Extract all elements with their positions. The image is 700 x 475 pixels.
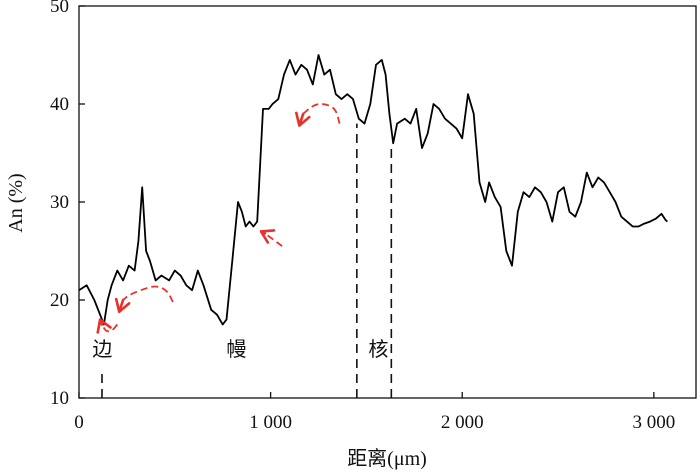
zone-label-0: 边 [92, 337, 112, 361]
y-axis-title: An (%) [5, 173, 27, 232]
arrow-path-3 [302, 103, 341, 124]
an-series-line [78, 54, 668, 326]
arrow-path-1 [101, 323, 119, 333]
x-axis-title: 距离(μm) [347, 447, 427, 470]
y-tick-label-1: 20 [50, 290, 69, 311]
arrow-head-3 [295, 111, 311, 127]
arrow-head-0 [114, 297, 131, 314]
zone-label-2: 核 [368, 337, 388, 361]
zone-boundaries [101, 123, 393, 398]
arrow-head-1 [96, 318, 112, 334]
arrow-head-2 [259, 229, 276, 244]
x-tick-label-2: 2 000 [441, 412, 484, 433]
y-tick-label-4: 50 [50, 0, 69, 17]
zone-label-1: 幔 [227, 337, 247, 361]
arrow-path-2 [264, 232, 283, 247]
x-tick-label-1: 1 000 [249, 412, 292, 433]
y-tick-label-3: 40 [50, 94, 69, 115]
axis-ticks: 10 20 30 40 50 0 1 000 2 000 3 000 [50, 0, 675, 433]
growth-direction-arrows [96, 103, 341, 334]
zone-labels: 边幔核 [92, 337, 388, 361]
y-tick-label-2: 30 [50, 192, 69, 213]
arrow-path-0 [122, 285, 174, 303]
x-tick-label-0: 0 [74, 412, 84, 433]
y-tick-label-0: 10 [50, 388, 69, 409]
x-tick-label-3: 3 000 [632, 412, 675, 433]
